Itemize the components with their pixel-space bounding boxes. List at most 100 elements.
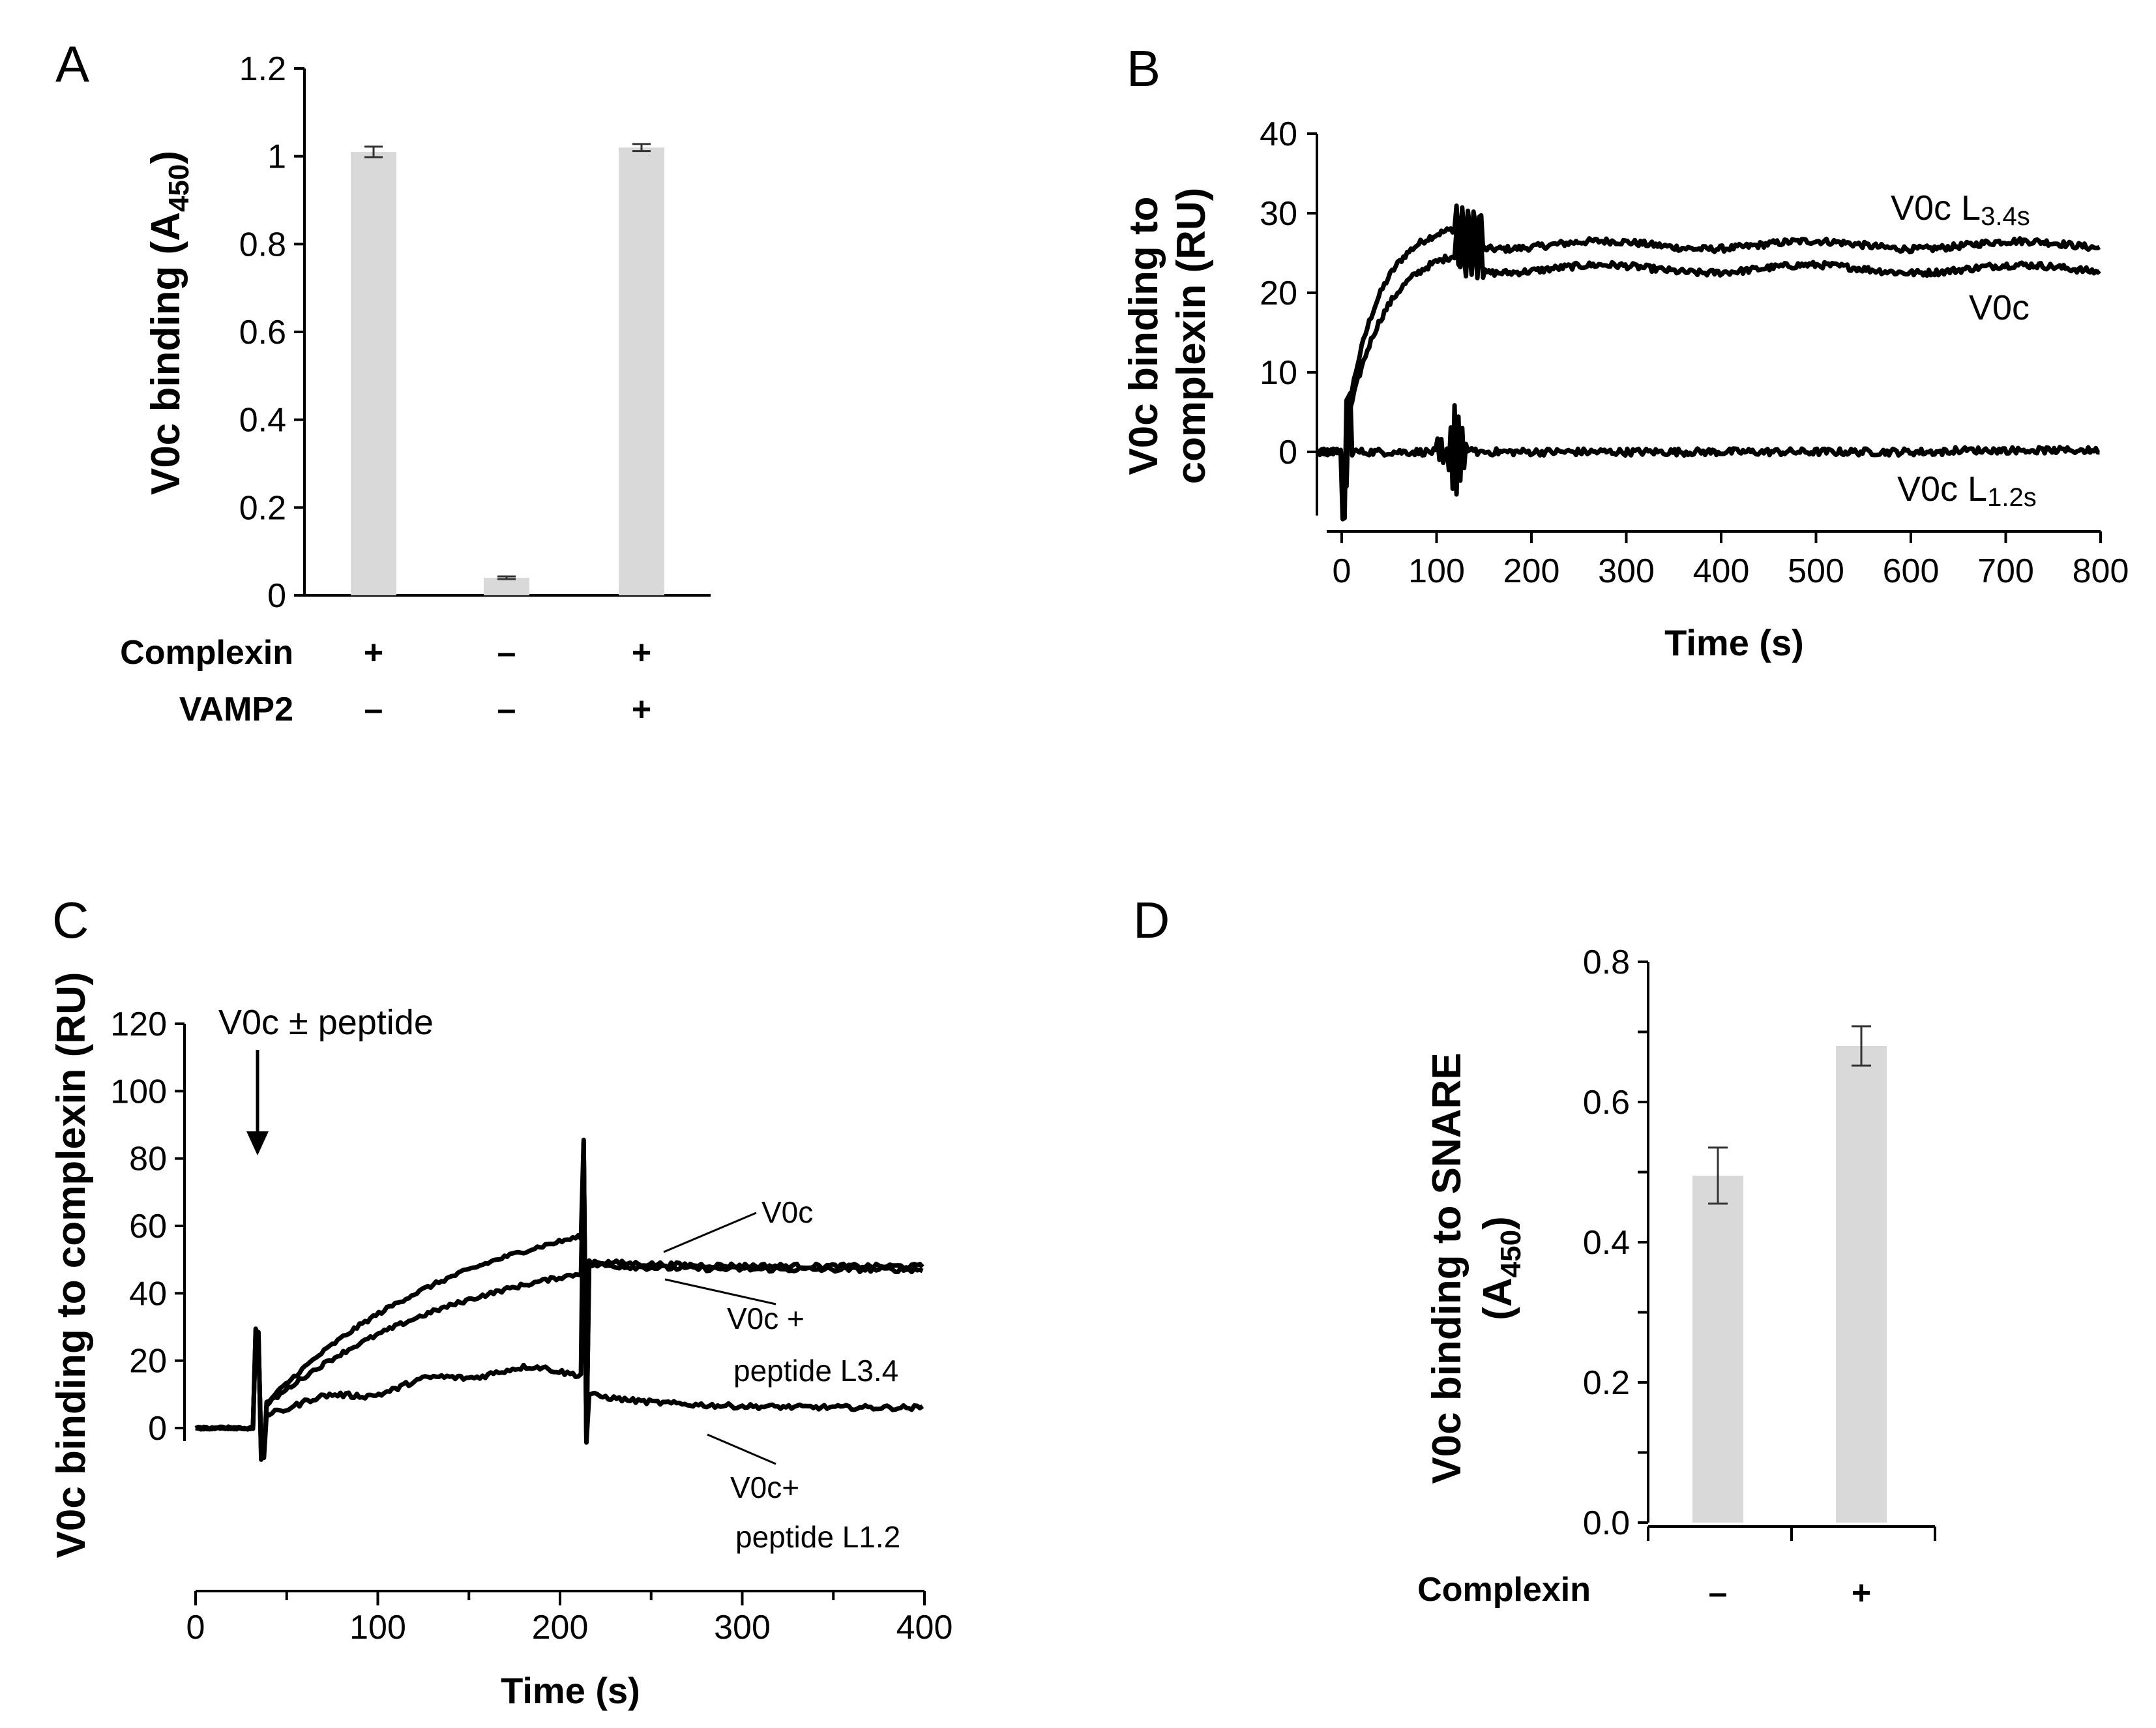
panel-d-bars (1692, 1025, 1887, 1523)
panel-b-x-tick-label: 200 (1503, 552, 1560, 590)
panel-b-y-tick-label: 10 (1260, 354, 1297, 392)
panel-b-y-label-line2: complexin (RU) (1169, 188, 1214, 484)
panel-c-series-label: V0c (761, 1195, 813, 1229)
panel-a-y-tick-label: 1 (267, 138, 286, 176)
panel-b-series-label: V0c L3.4s (1891, 188, 2030, 231)
panel-b-y-tick-label: 40 (1260, 115, 1297, 153)
panel-d-letter: D (1133, 891, 1170, 949)
panel-a: A 0 0.2 0.4 0.6 0.8 1 1.2 V0c binding (A450) C… (55, 35, 711, 728)
panel-c-y-tick-label: 40 (129, 1275, 167, 1313)
panel-c-injection-label: V0c ± peptide (218, 1003, 434, 1042)
panel-d-bar (1836, 1046, 1887, 1523)
panel-a-y-ticks: 0 0.2 0.4 0.6 0.8 1 1.2 (239, 50, 304, 615)
panel-d-axes (1647, 962, 1936, 1541)
panel-c-traces (194, 1137, 924, 1462)
panel-a-sign: + (364, 634, 383, 672)
panel-a-y-tick-label: 0.8 (239, 226, 286, 263)
panel-d: D 0.0 0.2 0.4 0.6 0.8 V0c binding to SNARE (… (1133, 891, 1936, 1612)
panel-a-bar (351, 151, 396, 595)
panel-c-label-leader (664, 1278, 776, 1305)
panel-c-y-tick-label: 80 (129, 1140, 167, 1178)
panel-b-x-tick-label: 300 (1598, 552, 1655, 590)
panel-b-x-tick-label: 100 (1408, 552, 1465, 590)
panel-b-traces (1316, 203, 2101, 522)
panel-a-letter: A (55, 35, 89, 93)
panel-d-y-tick-label: 0.8 (1583, 944, 1630, 981)
panel-b-x-tick-label: 600 (1883, 552, 1940, 590)
panel-b-x-tick-label: 400 (1693, 552, 1750, 590)
panel-c-x-tick-label: 100 (349, 1609, 406, 1646)
panel-c-label-leader (663, 1212, 757, 1253)
panel-c-ticks: 0 20 40 60 80 100 120 0 100 200 300 400 (110, 1006, 952, 1646)
panel-a-sign: – (497, 691, 516, 728)
panel-c-label-leader (707, 1433, 776, 1465)
panel-c-trace (195, 1140, 924, 1461)
panel-c-series-label: peptide L1.2 (735, 1520, 900, 1554)
panel-b-series-label: V0c L1.2s (1897, 469, 2037, 512)
panel-d-y-label-line2: (A450) (1475, 1216, 1527, 1320)
panel-d-y-ticks: 0.0 0.2 0.4 0.6 0.8 (1583, 944, 1648, 1542)
panel-a-sign: + (632, 634, 651, 672)
panel-c-x-label: Time (s) (501, 1670, 640, 1711)
panel-b-trace (1316, 225, 2101, 489)
panel-c-axes (183, 1024, 924, 1592)
panel-c-x-tick-label: 300 (714, 1609, 771, 1646)
panel-a-y-tick-label: 1.2 (239, 50, 286, 88)
panel-d-bar (1692, 1175, 1743, 1523)
panel-a-y-tick-label: 0.4 (239, 402, 286, 439)
panel-d-y-tick-label: 0.6 (1583, 1084, 1630, 1122)
panel-a-bar (484, 578, 529, 595)
panel-b-letter: B (1127, 40, 1160, 97)
panel-b-series-label: V0c (1969, 288, 2030, 327)
panel-c-y-tick-label: 100 (110, 1073, 167, 1110)
panel-c-letter: C (52, 891, 89, 949)
panel-a-y-tick-label: 0.2 (239, 489, 286, 527)
panel-b-x-tick-label: 0 (1333, 552, 1351, 590)
panel-d-condition-name: Complexin (1417, 1571, 1591, 1609)
panel-a-y-tick-label: 0.6 (239, 314, 286, 351)
panel-b-y-tick-label: 30 (1260, 195, 1297, 233)
panel-c-series-label: V0c+ (730, 1470, 799, 1504)
panel-c-injection-arrow (246, 1050, 269, 1155)
panel-c-x-tick-label: 200 (532, 1609, 589, 1646)
panel-c-y-label: V0c binding to complexin (RU) (49, 972, 94, 1558)
panel-b-trace (1316, 203, 2101, 493)
panel-d-y-tick-label: 0.0 (1583, 1504, 1630, 1542)
panel-a-conditions: Complexin VAMP2 + – + – – + (120, 634, 651, 728)
panel-c: C 0 20 40 60 80 100 120 0 100 200 300 400 V0c bindi… (49, 891, 952, 1711)
panel-a-condition-name: VAMP2 (179, 691, 293, 728)
panel-a-sign: + (632, 691, 651, 728)
panel-d-sign: – (1709, 1574, 1728, 1612)
panel-c-y-tick-label: 60 (129, 1208, 167, 1245)
panel-a-sign: – (364, 691, 383, 728)
panel-d-y-label-line1: V0c binding to SNARE (1425, 1052, 1469, 1483)
panel-c-y-tick-label: 20 (129, 1343, 167, 1380)
panel-c-series-labels: V0c V0c + peptide L3.4 V0c+ peptide L1.2 (663, 1195, 900, 1554)
panel-c-y-tick-label: 120 (110, 1006, 167, 1043)
panel-d-sign: + (1852, 1574, 1871, 1612)
panel-a-sign: – (497, 634, 516, 672)
panel-c-x-tick-label: 0 (186, 1609, 205, 1646)
panel-c-series-label: peptide L3.4 (733, 1354, 898, 1388)
panel-b-x-tick-label: 700 (1977, 552, 2034, 590)
panel-a-bar (619, 147, 664, 595)
panel-b-trace (1316, 391, 2101, 522)
panel-c-y-tick-label: 0 (148, 1410, 167, 1448)
panel-c-x-tick-label: 400 (896, 1609, 953, 1646)
panel-a-condition-name: Complexin (120, 634, 293, 672)
panel-c-trace (195, 1141, 924, 1462)
panel-a-y-label: V0c binding (A450) (143, 151, 195, 495)
panel-b-x-tick-label: 500 (1788, 552, 1844, 590)
panel-b-x-tick-label: 800 (2073, 552, 2129, 590)
panel-a-y-tick-label: 0 (267, 577, 286, 615)
panel-b-y-tick-label: 20 (1260, 275, 1297, 312)
panel-a-bars (351, 143, 664, 595)
panel-b-x-label: Time (s) (1664, 622, 1804, 663)
panel-c-series-label: V0c + (727, 1302, 805, 1335)
panel-d-y-tick-label: 0.4 (1583, 1224, 1630, 1262)
panel-b-y-tick-label: 0 (1278, 434, 1297, 471)
panel-d-y-tick-label: 0.2 (1583, 1364, 1630, 1402)
